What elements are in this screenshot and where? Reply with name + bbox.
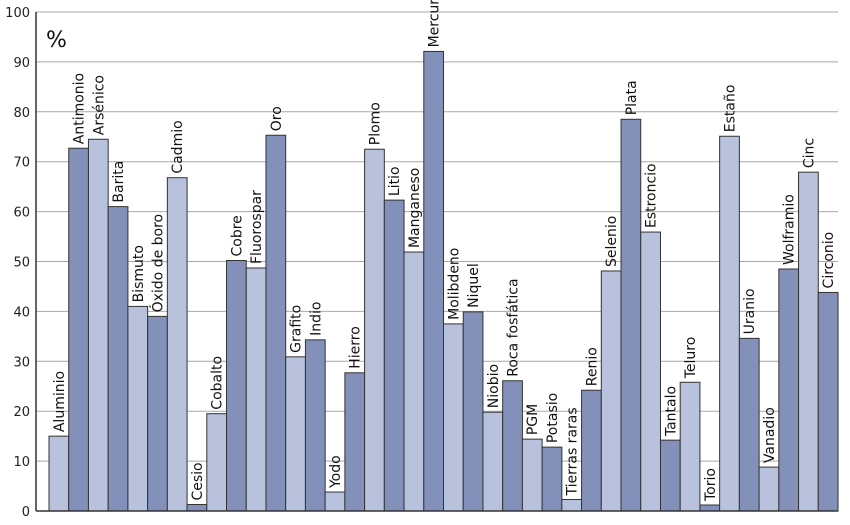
bar-label: Roca fosfática <box>506 278 522 376</box>
bar-12 <box>285 356 306 512</box>
bar-13 <box>304 339 326 512</box>
bar-29 <box>620 118 642 512</box>
bar-1 <box>68 147 89 512</box>
bar-23 <box>502 380 523 512</box>
bar-label: Potasio <box>545 393 561 443</box>
bar-20 <box>443 323 464 512</box>
bar-label: Cobre <box>229 215 245 256</box>
y-tick-label: 90 <box>13 56 30 71</box>
bar-38 <box>798 171 819 512</box>
bar-label: Niquel <box>466 263 482 308</box>
y-tick-label: 40 <box>13 305 30 320</box>
bar-label: Cadmio <box>170 120 186 173</box>
bar-30 <box>640 231 661 512</box>
y-tick-label: 10 <box>13 455 30 470</box>
bar-label: Uranio <box>742 288 758 334</box>
bar-39 <box>817 291 839 512</box>
bar-label: Indio <box>308 301 324 335</box>
bar-label: Estaño <box>723 85 739 133</box>
bar-21 <box>462 311 484 512</box>
bar-label: Vanadio <box>762 407 778 463</box>
bar-8 <box>206 413 228 512</box>
bar-label: Óxido de boro <box>148 214 166 313</box>
bar-34 <box>719 135 740 512</box>
bar-2 <box>87 138 109 512</box>
bar-label: Tantalo <box>663 386 679 437</box>
bar-26 <box>561 499 583 512</box>
bar-24 <box>521 438 543 512</box>
bar-31 <box>659 439 681 512</box>
bar-label: PGM <box>525 404 541 435</box>
y-tick-label: 100 <box>5 6 30 21</box>
y-axis-ticks: 0 10 20 30 40 50 60 70 80 90 100 <box>5 6 30 520</box>
bar-label: Oro <box>269 106 285 131</box>
bar-label: Antimonio <box>72 73 88 144</box>
bar-27 <box>581 389 602 512</box>
bar-label: Arsénico <box>91 75 107 135</box>
bar-label: Circonio <box>821 232 837 289</box>
bar-label: Cesio <box>190 462 206 500</box>
bar-9 <box>226 260 247 512</box>
bar-33 <box>699 504 721 512</box>
bar-14 <box>324 491 346 512</box>
y-tick-label: 0 <box>22 505 30 520</box>
bar-label: Teluro <box>683 337 699 380</box>
y-tick-label: 50 <box>13 256 30 271</box>
bars <box>48 50 839 512</box>
bar-22 <box>482 411 504 512</box>
bar-7 <box>186 504 208 512</box>
bar-label: Aluminio <box>52 371 68 432</box>
bar-label: Cinc <box>801 138 817 168</box>
bar-label: Tierras raras <box>565 407 581 496</box>
bar-label: Manganeso <box>407 168 423 248</box>
bar-label: Plata <box>624 80 640 115</box>
bar-36 <box>758 466 780 512</box>
bar-label: Mercurio <box>427 0 443 47</box>
bar-label: Wolframio <box>782 194 798 265</box>
bar-label: Estroncio <box>644 163 660 228</box>
bar-4 <box>127 305 149 512</box>
bar-label: Plomo <box>367 102 383 145</box>
bar-15 <box>344 372 366 512</box>
bar-labels: Aluminio Antimonio Arsénico Barita Bismuto Óx… <box>52 0 837 502</box>
bar-25 <box>541 446 563 512</box>
y-tick-label: 30 <box>13 355 30 370</box>
y-tick-label: 60 <box>13 206 30 221</box>
bar-label: Bismuto <box>131 245 147 302</box>
y-axis-unit-label: % <box>46 28 67 53</box>
bar-18 <box>403 251 425 512</box>
bar-11 <box>265 134 287 512</box>
bar-label: Niobio <box>486 364 502 408</box>
bar-35 <box>738 337 760 512</box>
y-tick-label: 80 <box>13 106 30 121</box>
bar-label: Molibdeno <box>446 248 462 320</box>
y-tick-label: 70 <box>13 156 30 171</box>
bar-28 <box>600 270 622 512</box>
bar-17 <box>383 199 405 512</box>
bar-5 <box>147 315 168 512</box>
bar-3 <box>107 206 129 512</box>
bar-37 <box>778 268 800 512</box>
bar-19 <box>423 50 445 512</box>
bar-label: Barita <box>111 161 127 203</box>
bar-label: Hierro <box>348 326 364 369</box>
bar-label: Litio <box>387 166 403 196</box>
bar-0 <box>48 435 70 512</box>
bar-6 <box>166 177 188 512</box>
bar-32 <box>679 381 701 512</box>
bar-label: Yodo <box>328 455 344 489</box>
bar-label: Torio <box>703 468 719 502</box>
bar-label: Cobalto <box>210 356 226 410</box>
bar-label: Renio <box>584 347 600 386</box>
bar-10 <box>245 267 267 512</box>
y-tick-label: 20 <box>13 405 30 420</box>
bar-label: Grafito <box>289 305 305 353</box>
bar-label: Fluorospar <box>249 190 265 264</box>
bar-16 <box>364 148 385 512</box>
bar-label: Selenio <box>604 216 620 267</box>
